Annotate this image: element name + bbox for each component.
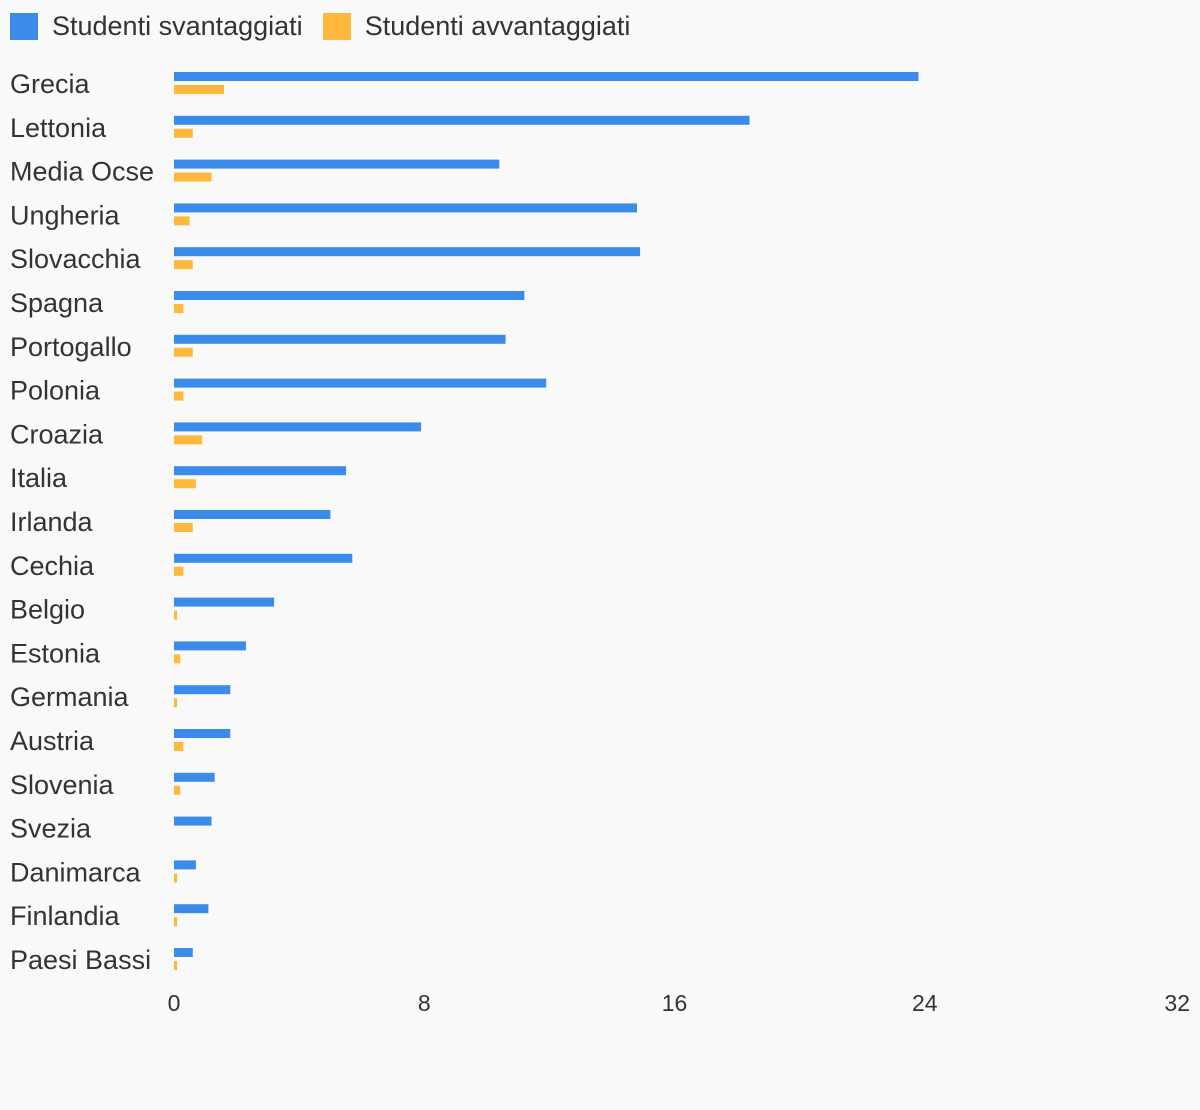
- bar-svantaggiati: [174, 115, 750, 125]
- legend-swatch-avvantaggiati: [322, 12, 351, 40]
- bar-svantaggiati: [174, 904, 209, 914]
- category-label: Spagna: [10, 288, 104, 318]
- x-tick-label: 24: [912, 990, 938, 1016]
- bar-svantaggiati: [174, 247, 641, 257]
- category-label: Svezia: [10, 814, 92, 844]
- category-label: Austria: [10, 726, 95, 756]
- category-label: Paesi Bassi: [10, 945, 151, 975]
- bar-avvantaggiati: [174, 698, 178, 708]
- x-tick-label: 8: [418, 990, 431, 1016]
- bar-avvantaggiati: [174, 435, 203, 445]
- category-label: Danimarca: [10, 857, 142, 887]
- bar-avvantaggiati: [174, 216, 190, 226]
- category-label: Croazia: [10, 419, 104, 449]
- category-label: Ungheria: [10, 200, 121, 230]
- bar-avvantaggiati: [174, 785, 181, 795]
- bar-avvantaggiati: [174, 917, 178, 927]
- bar-svantaggiati: [174, 203, 637, 213]
- legend-swatch-svantaggiati: [10, 12, 38, 40]
- category-label: Finlandia: [10, 901, 121, 931]
- bar-svantaggiati: [174, 553, 353, 563]
- category-label: Belgio: [10, 595, 85, 625]
- x-tick-label: 32: [1164, 990, 1190, 1016]
- bar-avvantaggiati: [174, 172, 212, 182]
- category-label: Slovacchia: [10, 244, 142, 274]
- bar-svantaggiati: [174, 772, 215, 782]
- category-label: Germania: [10, 682, 130, 712]
- bar-svantaggiati: [174, 597, 275, 607]
- bar-svantaggiati: [174, 378, 547, 388]
- bar-avvantaggiati: [174, 260, 193, 270]
- category-label: Lettonia: [10, 113, 107, 143]
- bar-avvantaggiati: [174, 347, 193, 357]
- legend-label-svantaggiati: Studenti svantaggiati: [52, 11, 303, 41]
- category-label: Irlanda: [10, 507, 94, 537]
- category-label: Cechia: [10, 551, 95, 581]
- category-label: Estonia: [10, 638, 101, 668]
- bar-avvantaggiati: [174, 610, 178, 620]
- legend-item-svantaggiati: Studenti svantaggiati: [10, 9, 303, 43]
- bar-svantaggiati: [174, 641, 246, 651]
- bar-avvantaggiati: [174, 304, 184, 313]
- bar-avvantaggiati: [174, 654, 181, 664]
- bar-avvantaggiati: [174, 742, 184, 751]
- bar-svantaggiati: [174, 159, 500, 169]
- bar-svantaggiati: [174, 466, 347, 476]
- category-label: Italia: [10, 463, 68, 493]
- bar-svantaggiati: [174, 816, 212, 826]
- bar-svantaggiati: [174, 334, 506, 344]
- bar-avvantaggiati: [174, 961, 178, 970]
- bar-avvantaggiati: [174, 391, 184, 401]
- bar-avvantaggiati: [174, 85, 225, 94]
- category-label: Portogallo: [10, 332, 132, 362]
- chart-legend: Studenti svantaggiati Studenti avvantagg…: [10, 9, 630, 43]
- legend-label-avvantaggiati: Studenti avvantaggiati: [364, 11, 631, 41]
- bar-svantaggiati: [174, 510, 331, 519]
- bar-avvantaggiati: [174, 566, 184, 576]
- bar-avvantaggiati: [174, 128, 193, 138]
- bar-svantaggiati: [174, 685, 231, 695]
- legend-item-avvantaggiati: Studenti avvantaggiati: [322, 9, 631, 43]
- bar-svantaggiati: [174, 72, 919, 81]
- category-label: Grecia: [10, 69, 91, 99]
- category-label: Media Ocse: [10, 157, 154, 187]
- bar-svantaggiati: [174, 422, 422, 432]
- x-tick-label: 0: [168, 990, 181, 1016]
- bar-svantaggiati: [174, 948, 193, 957]
- bar-svantaggiati: [174, 291, 525, 300]
- bar-svantaggiati: [174, 729, 231, 738]
- category-label: Slovenia: [10, 770, 115, 800]
- bar-avvantaggiati: [174, 523, 193, 532]
- category-label: Polonia: [10, 376, 101, 406]
- bar-svantaggiati: [174, 860, 196, 870]
- x-tick-label: 16: [662, 990, 688, 1016]
- bar-avvantaggiati: [174, 873, 178, 883]
- bar-avvantaggiati: [174, 479, 196, 489]
